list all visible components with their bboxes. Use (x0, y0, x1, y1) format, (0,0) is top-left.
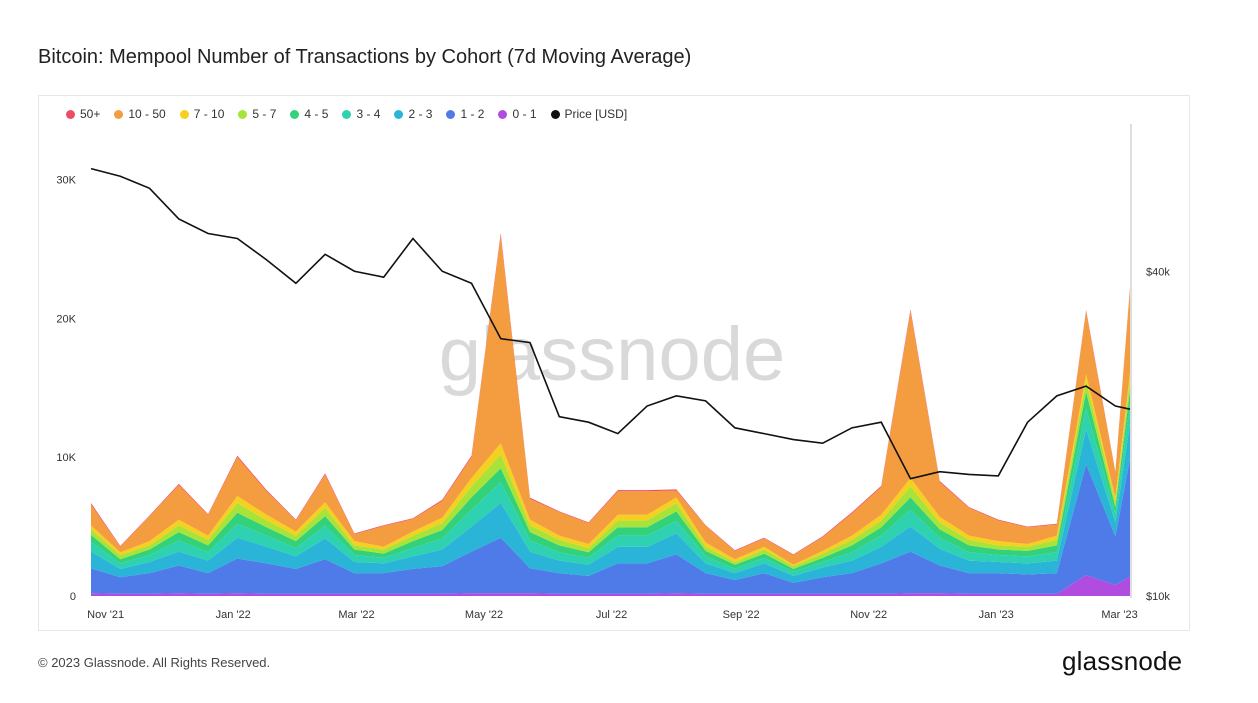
legend-label: 2 - 3 (408, 107, 433, 121)
legend-item-price-usd[interactable]: Price [USD] (550, 107, 628, 121)
legend-label: 1 - 2 (460, 107, 485, 121)
x-tick-label: Sep '22 (723, 609, 760, 621)
x-tick-label: Jul '22 (596, 609, 627, 621)
legend-label: Price [USD] (564, 107, 628, 121)
area-series-1-2 (91, 458, 1130, 594)
x-tick-label: Mar '23 (1101, 609, 1137, 621)
legend-item-0-1[interactable]: 0 - 1 (498, 107, 537, 121)
legend-label: 7 - 10 (193, 107, 225, 121)
legend-item-1-2[interactable]: 1 - 2 (446, 107, 484, 121)
legend-item-4-5[interactable]: 4 - 5 (290, 107, 328, 121)
legend-label: 50+ (80, 107, 101, 121)
area-series-10-50 (91, 235, 1130, 565)
legend-label: 10 - 50 (128, 107, 166, 121)
legend-item-10-50[interactable]: 10 - 50 (114, 107, 166, 121)
legend-item-2-3[interactable]: 2 - 3 (394, 107, 432, 121)
x-tick-label: Nov '22 (850, 609, 887, 621)
brand-logo[interactable]: glassnode (1062, 646, 1183, 676)
y-right-tick-label: $10k (1146, 591, 1170, 603)
legend-dot (179, 109, 189, 119)
copyright-text: © 2023 Glassnode. All Rights Reserved. (38, 655, 271, 670)
area-series-5-7 (91, 379, 1130, 569)
area-series-4-5 (91, 390, 1130, 572)
legend-label: 0 - 1 (512, 107, 537, 121)
x-tick-label: Jan '23 (979, 609, 1014, 621)
price-line-group (90, 167, 1131, 480)
legend-dot (394, 109, 404, 119)
y-left-tick-label: 20K (56, 313, 76, 325)
legend-dot (498, 109, 508, 119)
x-tick-label: Jan '22 (216, 609, 251, 621)
chart-title: Bitcoin: Mempool Number of Transactions … (38, 46, 692, 68)
area-layers (91, 232, 1130, 596)
legend-dot (290, 109, 300, 119)
legend-dot (550, 109, 560, 119)
legend-dot (114, 109, 124, 119)
legend-item-50[interactable]: 50+ (66, 107, 100, 121)
legend-item-7-10[interactable]: 7 - 10 (179, 107, 225, 121)
area-series-3-4 (91, 404, 1130, 576)
y-right-tick-label: $40k (1146, 266, 1170, 278)
y-left-tick-label: 10K (56, 452, 76, 464)
legend-dot (446, 109, 456, 119)
legend-label: 5 - 7 (252, 107, 277, 121)
legend-label: 4 - 5 (304, 107, 329, 121)
legend-dot (238, 109, 248, 119)
legend-dot (342, 109, 352, 119)
x-tick-label: Mar '22 (338, 609, 374, 621)
x-tick-label: May '22 (465, 609, 503, 621)
x-tick-label: Nov '21 (87, 609, 124, 621)
legend-item-5-7[interactable]: 5 - 7 (238, 107, 276, 121)
legend-label: 3 - 4 (356, 107, 381, 121)
axis-ticks: Nov '21 Jan '22 Mar '22 May '22 Jul '22 Sep '… (56, 175, 1170, 621)
y-left-tick-label: 0 (70, 591, 76, 603)
legend: 50+ 10 - 50 7 - 10 5 - 7 4 - 5 3 - 4 2 - 3 1 - … (66, 107, 627, 121)
price-line (90, 167, 1131, 480)
legend-dot (66, 109, 75, 119)
legend-item-3-4[interactable]: 3 - 4 (342, 107, 380, 121)
y-left-tick-label: 30K (56, 175, 76, 187)
area-series-2-3 (91, 423, 1130, 583)
